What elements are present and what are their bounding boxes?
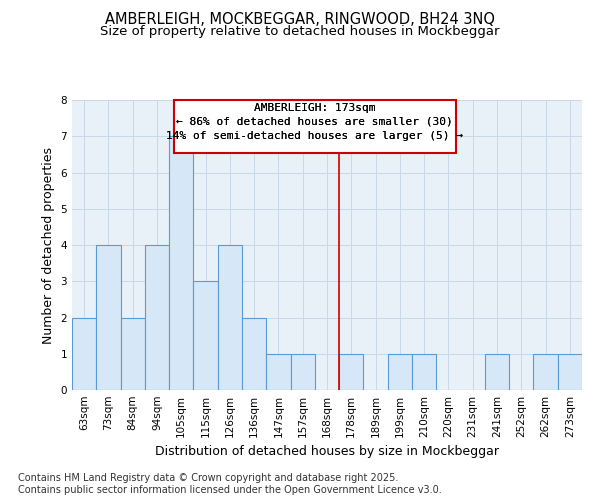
Bar	[242, 318, 266, 390]
Text: Contains HM Land Registry data © Crown copyright and database right 2025.
Contai: Contains HM Land Registry data © Crown c…	[18, 474, 442, 495]
Y-axis label: Number of detached properties: Number of detached properties	[42, 146, 55, 344]
Bar	[145, 245, 169, 390]
Bar	[558, 354, 582, 390]
Bar	[193, 281, 218, 390]
Text: AMBERLEIGH: 173sqm
← 86% of detached houses are smaller (30)
14% of semi-detache: AMBERLEIGH: 173sqm ← 86% of detached hou…	[166, 103, 463, 141]
Bar	[533, 354, 558, 390]
Bar	[169, 136, 193, 390]
Bar	[388, 354, 412, 390]
Text: Size of property relative to detached houses in Mockbeggar: Size of property relative to detached ho…	[100, 25, 500, 38]
Bar	[485, 354, 509, 390]
Bar	[218, 245, 242, 390]
Bar	[412, 354, 436, 390]
Bar	[266, 354, 290, 390]
Bar	[72, 318, 96, 390]
Text: AMBERLEIGH: 173sqm
← 86% of detached houses are smaller (30)
14% of semi-detache: AMBERLEIGH: 173sqm ← 86% of detached hou…	[166, 103, 463, 141]
Text: AMBERLEIGH, MOCKBEGGAR, RINGWOOD, BH24 3NQ: AMBERLEIGH, MOCKBEGGAR, RINGWOOD, BH24 3…	[105, 12, 495, 28]
Bar	[339, 354, 364, 390]
X-axis label: Distribution of detached houses by size in Mockbeggar: Distribution of detached houses by size …	[155, 446, 499, 458]
FancyBboxPatch shape	[174, 100, 456, 152]
Bar	[121, 318, 145, 390]
Bar	[96, 245, 121, 390]
Bar	[290, 354, 315, 390]
